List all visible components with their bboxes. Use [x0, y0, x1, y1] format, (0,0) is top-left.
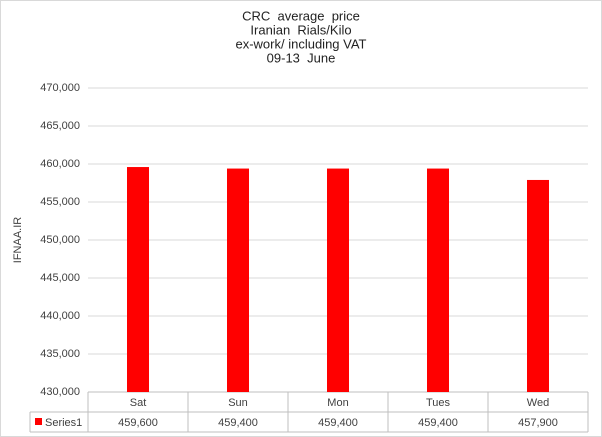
y-tick-label: 440,000	[40, 310, 80, 322]
y-tick-label: 445,000	[40, 272, 80, 284]
y-tick-label: 465,000	[40, 120, 80, 132]
table-value: 459,600	[118, 417, 158, 429]
x-tick-label: Tues	[426, 397, 451, 409]
legend-label: Series1	[45, 417, 82, 429]
table-value: 459,400	[218, 417, 258, 429]
y-tick-label: 430,000	[40, 386, 80, 398]
bar	[327, 168, 349, 392]
table-value: 459,400	[318, 417, 358, 429]
chart-title: ex-work/ including VAT	[235, 36, 366, 51]
table-value: 459,400	[418, 417, 458, 429]
y-tick-label: 455,000	[40, 196, 80, 208]
y-tick-label: 435,000	[40, 348, 80, 360]
table-value: 457,900	[518, 417, 558, 429]
y-tick-label: 450,000	[40, 234, 80, 246]
chart-title: Iranian Rials/Kilo	[250, 22, 351, 37]
y-tick-label: 460,000	[40, 158, 80, 170]
x-tick-label: Wed	[527, 397, 549, 409]
y-axis-label: IFNAA.IR	[12, 217, 24, 264]
bar	[527, 179, 549, 392]
bar	[427, 168, 449, 392]
chart-title: CRC average price	[242, 8, 360, 23]
y-tick-label: 470,000	[40, 82, 80, 94]
x-tick-label: Mon	[327, 397, 348, 409]
legend-key	[35, 418, 42, 425]
bar	[227, 168, 249, 392]
bar	[127, 167, 149, 392]
x-tick-label: Sat	[130, 397, 147, 409]
chart-title: 09-13 June	[267, 50, 336, 65]
x-tick-label: Sun	[228, 397, 248, 409]
